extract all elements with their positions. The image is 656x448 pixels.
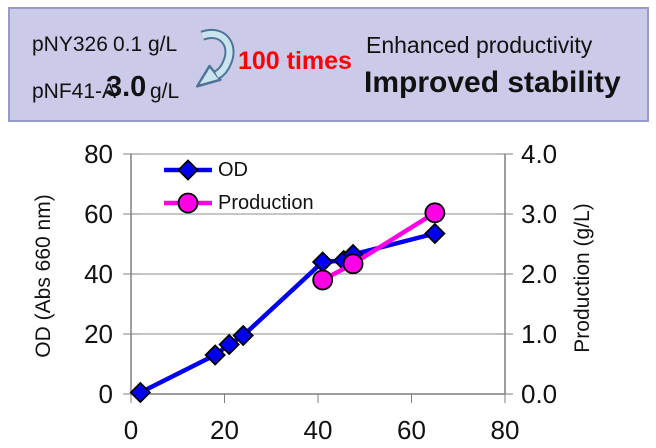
y-right-tick-label: 3.0 [521, 199, 557, 229]
od-marker [218, 333, 240, 356]
claim-improved-stability: Improved stability [364, 66, 621, 99]
production-marker [424, 202, 446, 224]
data-series [129, 202, 446, 404]
plasmid-value-1: 0.1 [113, 33, 143, 56]
y-right-tick-label: 1.0 [521, 319, 557, 349]
y-right-tick-label: 0.0 [521, 379, 557, 409]
production-series-line [321, 210, 437, 282]
plasmid-value-2: 3.0 [106, 71, 147, 103]
x-tick-label: 20 [210, 415, 239, 445]
y-right-tick-label: 2.0 [521, 259, 557, 289]
x-tick-label: 0 [124, 415, 138, 445]
plasmid-unit-2: g/L [150, 80, 180, 103]
legend-od-marker-icon [177, 159, 199, 181]
y-right-tick-label: 4.0 [521, 139, 557, 169]
production-marker [342, 253, 364, 275]
y-left-tick-label: 40 [84, 259, 113, 289]
y-left-tick-label: 0 [99, 379, 113, 409]
production-marker [312, 269, 334, 291]
y-left-tick-label: 20 [84, 319, 113, 349]
y-right-axis-title: Production (g/L) [571, 203, 594, 352]
od-marker [204, 344, 226, 366]
legend-production-marker-icon [177, 192, 199, 214]
y-left-axis-title: OD (Abs 660 nm) [32, 194, 55, 357]
x-tick-label: 60 [397, 415, 426, 445]
x-tick-label: 40 [304, 415, 333, 445]
legend: OD Production [164, 159, 314, 214]
plasmid-name-1: pNY326 [32, 33, 108, 56]
x-tick-label: 80 [491, 415, 520, 445]
fold-change-label: 100 times [238, 47, 352, 75]
plasmid-unit-1: g/L [148, 33, 178, 56]
y-left-tick-label: 80 [84, 139, 113, 169]
y-left-tick-label: 60 [84, 199, 113, 229]
od-marker [424, 222, 446, 245]
header-box: pNY326 0.1 g/L pNF41-A 3.0 g/L 100 times… [8, 7, 649, 122]
claim-enhanced-productivity: Enhanced productivity [366, 32, 593, 58]
od-marker [232, 324, 254, 347]
axes: 0 0.0 20 1.0 40 2.0 60 3.0 80 4.0 0 20 40 60 80 [84, 139, 557, 445]
legend-od-label: OD [218, 159, 248, 181]
plasmid-name-2: pNF41-A [32, 80, 117, 103]
curved-down-arrow-icon [195, 29, 235, 88]
od-series-line [139, 231, 436, 395]
legend-production-label: Production [218, 192, 314, 214]
growth-production-chart: 0 0.0 20 1.0 40 2.0 60 3.0 80 4.0 0 20 40 60 80 OD (Ab… [0, 130, 656, 448]
od-marker [129, 381, 152, 404]
